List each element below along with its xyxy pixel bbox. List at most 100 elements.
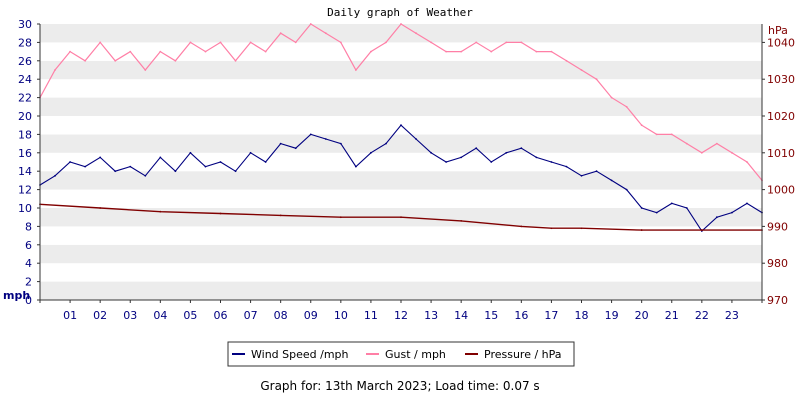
x-tick-label: 13 bbox=[424, 309, 438, 322]
series-point bbox=[445, 50, 448, 53]
series-point bbox=[174, 170, 177, 173]
series-point bbox=[520, 41, 523, 44]
x-tick-label: 08 bbox=[274, 309, 288, 322]
series-point bbox=[219, 161, 222, 163]
series-point bbox=[505, 151, 508, 154]
series-point bbox=[746, 161, 748, 163]
series-point bbox=[309, 23, 312, 25]
series-point bbox=[685, 142, 688, 145]
grid-band bbox=[40, 189, 762, 208]
series-point bbox=[324, 32, 327, 35]
grid-band bbox=[40, 134, 762, 153]
series-point bbox=[219, 41, 222, 44]
series-point bbox=[400, 23, 402, 25]
series-point bbox=[54, 69, 56, 71]
series-point bbox=[550, 50, 553, 53]
series-point bbox=[475, 147, 478, 150]
grid-band bbox=[40, 79, 762, 98]
x-tick-label: 12 bbox=[394, 309, 408, 322]
series-point bbox=[430, 151, 432, 154]
chart-title: Daily graph of Weather bbox=[327, 6, 473, 19]
right-tick-label: 1020 bbox=[767, 110, 795, 123]
series-point bbox=[430, 41, 432, 44]
legend-box bbox=[227, 341, 575, 367]
series-point bbox=[204, 50, 207, 53]
series-point bbox=[535, 156, 538, 159]
legend: Wind Speed /mph Gust / mph Pressure / hP… bbox=[227, 341, 575, 367]
series-point bbox=[279, 142, 282, 145]
right-axis-unit: hPa bbox=[768, 24, 788, 37]
right-tick-label: 1010 bbox=[767, 147, 795, 160]
left-tick-label: 30 bbox=[18, 18, 32, 31]
series-point bbox=[144, 174, 147, 177]
series-point bbox=[625, 105, 628, 108]
series-point bbox=[700, 229, 703, 231]
series-point bbox=[655, 211, 658, 214]
x-tick-label: 23 bbox=[725, 309, 739, 322]
series-point bbox=[354, 69, 357, 71]
left-tick-label: 16 bbox=[18, 147, 32, 160]
grid-band bbox=[40, 60, 762, 80]
x-tick-label: 03 bbox=[123, 309, 137, 322]
series-point bbox=[385, 41, 387, 44]
series-point bbox=[249, 41, 252, 44]
left-tick-label: 20 bbox=[18, 110, 32, 123]
series-point bbox=[550, 227, 553, 230]
series-point bbox=[550, 161, 553, 163]
series-point bbox=[640, 207, 643, 209]
series-point bbox=[520, 225, 523, 228]
series-point bbox=[565, 165, 568, 168]
series-point bbox=[159, 210, 162, 213]
series-point bbox=[610, 96, 613, 99]
series-point bbox=[114, 170, 117, 173]
grid-bands bbox=[40, 24, 762, 300]
x-tick-label: 04 bbox=[153, 309, 167, 322]
series-point bbox=[731, 211, 733, 214]
left-tick-label: 26 bbox=[18, 55, 32, 68]
series-point bbox=[655, 133, 658, 136]
left-tick-label: 18 bbox=[18, 128, 32, 141]
left-tick-label: 14 bbox=[18, 165, 32, 178]
series-point bbox=[294, 147, 297, 150]
x-tick-label: 11 bbox=[364, 309, 378, 322]
x-tick-label: 01 bbox=[63, 309, 77, 322]
series-point bbox=[415, 32, 417, 35]
series-line bbox=[39, 203, 762, 231]
series-point bbox=[54, 174, 56, 177]
series-point bbox=[475, 41, 478, 44]
series-point bbox=[580, 227, 583, 230]
right-tick-label: 980 bbox=[767, 257, 788, 270]
series-point bbox=[264, 50, 267, 53]
legend-label-wind: Wind Speed /mph bbox=[251, 348, 349, 361]
x-tick-label: 06 bbox=[214, 309, 228, 322]
series-point bbox=[640, 124, 643, 127]
series-point bbox=[490, 50, 493, 53]
series-point bbox=[520, 147, 523, 150]
series-point bbox=[279, 214, 282, 217]
x-tick-label: 09 bbox=[304, 309, 318, 322]
series-point bbox=[294, 41, 297, 44]
right-tick-label: 970 bbox=[767, 294, 788, 307]
series-point bbox=[114, 59, 117, 62]
legend-label-gust: Gust / mph bbox=[385, 348, 446, 361]
x-tick-label: 22 bbox=[695, 309, 709, 322]
right-axis-ticks: 970 980 990 1000 1010 1020 1030 1040 bbox=[762, 36, 795, 307]
right-tick-label: 1040 bbox=[767, 36, 795, 49]
series-point bbox=[159, 156, 162, 159]
series-point bbox=[189, 151, 192, 154]
series-point bbox=[445, 161, 448, 163]
grid-band bbox=[40, 263, 762, 282]
series-point bbox=[84, 165, 87, 168]
series-point bbox=[460, 50, 463, 53]
grid-band bbox=[40, 244, 762, 264]
left-tick-label: 8 bbox=[25, 220, 32, 233]
left-tick-label: 28 bbox=[18, 36, 32, 49]
x-tick-label: 20 bbox=[635, 309, 649, 322]
grid-band bbox=[40, 24, 762, 43]
series-point bbox=[174, 59, 177, 62]
series-point bbox=[324, 138, 327, 140]
series-point bbox=[264, 161, 267, 163]
grid-band bbox=[40, 171, 762, 190]
series-point bbox=[129, 165, 132, 168]
series-point bbox=[731, 151, 733, 154]
